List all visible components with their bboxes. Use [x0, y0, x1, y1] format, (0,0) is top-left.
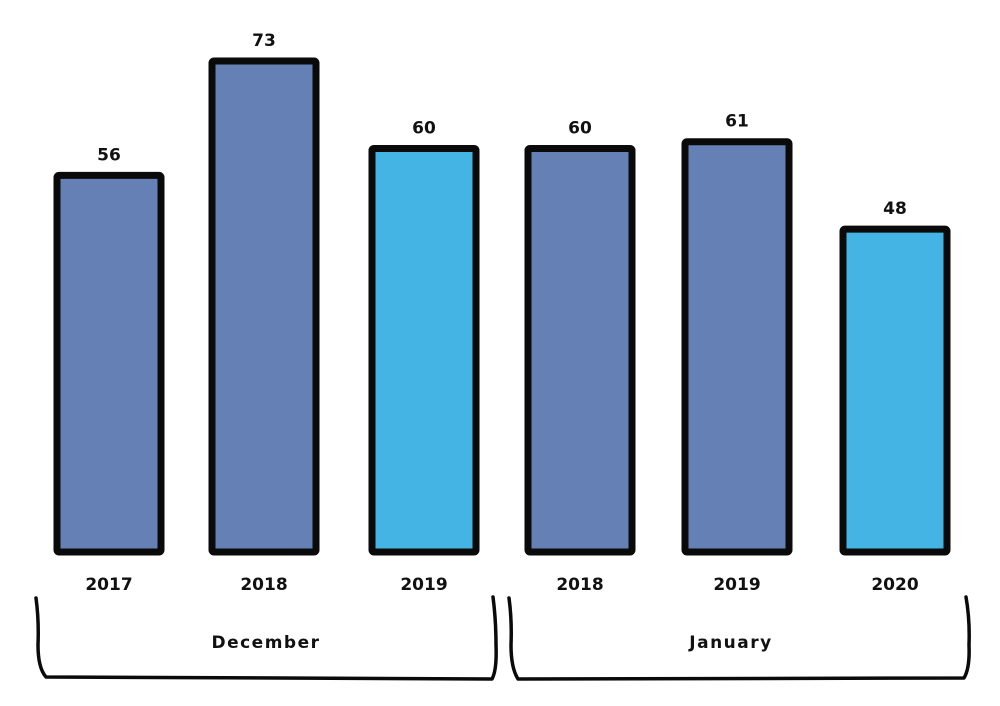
bar-january-2019 [681, 138, 793, 556]
group-bracket-december [34, 595, 498, 681]
bar-december-2018 [208, 57, 320, 556]
bar-december-2019 [368, 144, 480, 556]
x-tick-label: 2017 [85, 575, 132, 595]
data-label: 60 [568, 118, 592, 138]
data-labels-layer: 56 73 60 60 61 48 [97, 31, 907, 219]
data-label: 73 [252, 31, 276, 51]
x-tick-label: 2019 [713, 575, 760, 595]
x-tick-label: 2019 [400, 575, 447, 595]
bar-january-2020 [839, 225, 951, 556]
bar-december-2017 [53, 171, 165, 556]
x-tick-label: 2020 [871, 575, 918, 595]
x-tick-label: 2018 [556, 575, 603, 595]
group-label-january: January [688, 633, 772, 653]
data-label: 60 [412, 118, 436, 138]
x-tick-label: 2018 [240, 575, 287, 595]
x-tick-labels-layer: 2017 2018 2019 2018 2019 2020 [85, 575, 918, 595]
data-label: 61 [725, 112, 749, 132]
data-label: 56 [97, 145, 121, 165]
group-label-december: December [211, 633, 320, 653]
bars-layer [53, 57, 951, 556]
bar-january-2018 [524, 144, 636, 556]
group-bracket-january [507, 595, 971, 681]
data-label: 48 [883, 199, 907, 219]
